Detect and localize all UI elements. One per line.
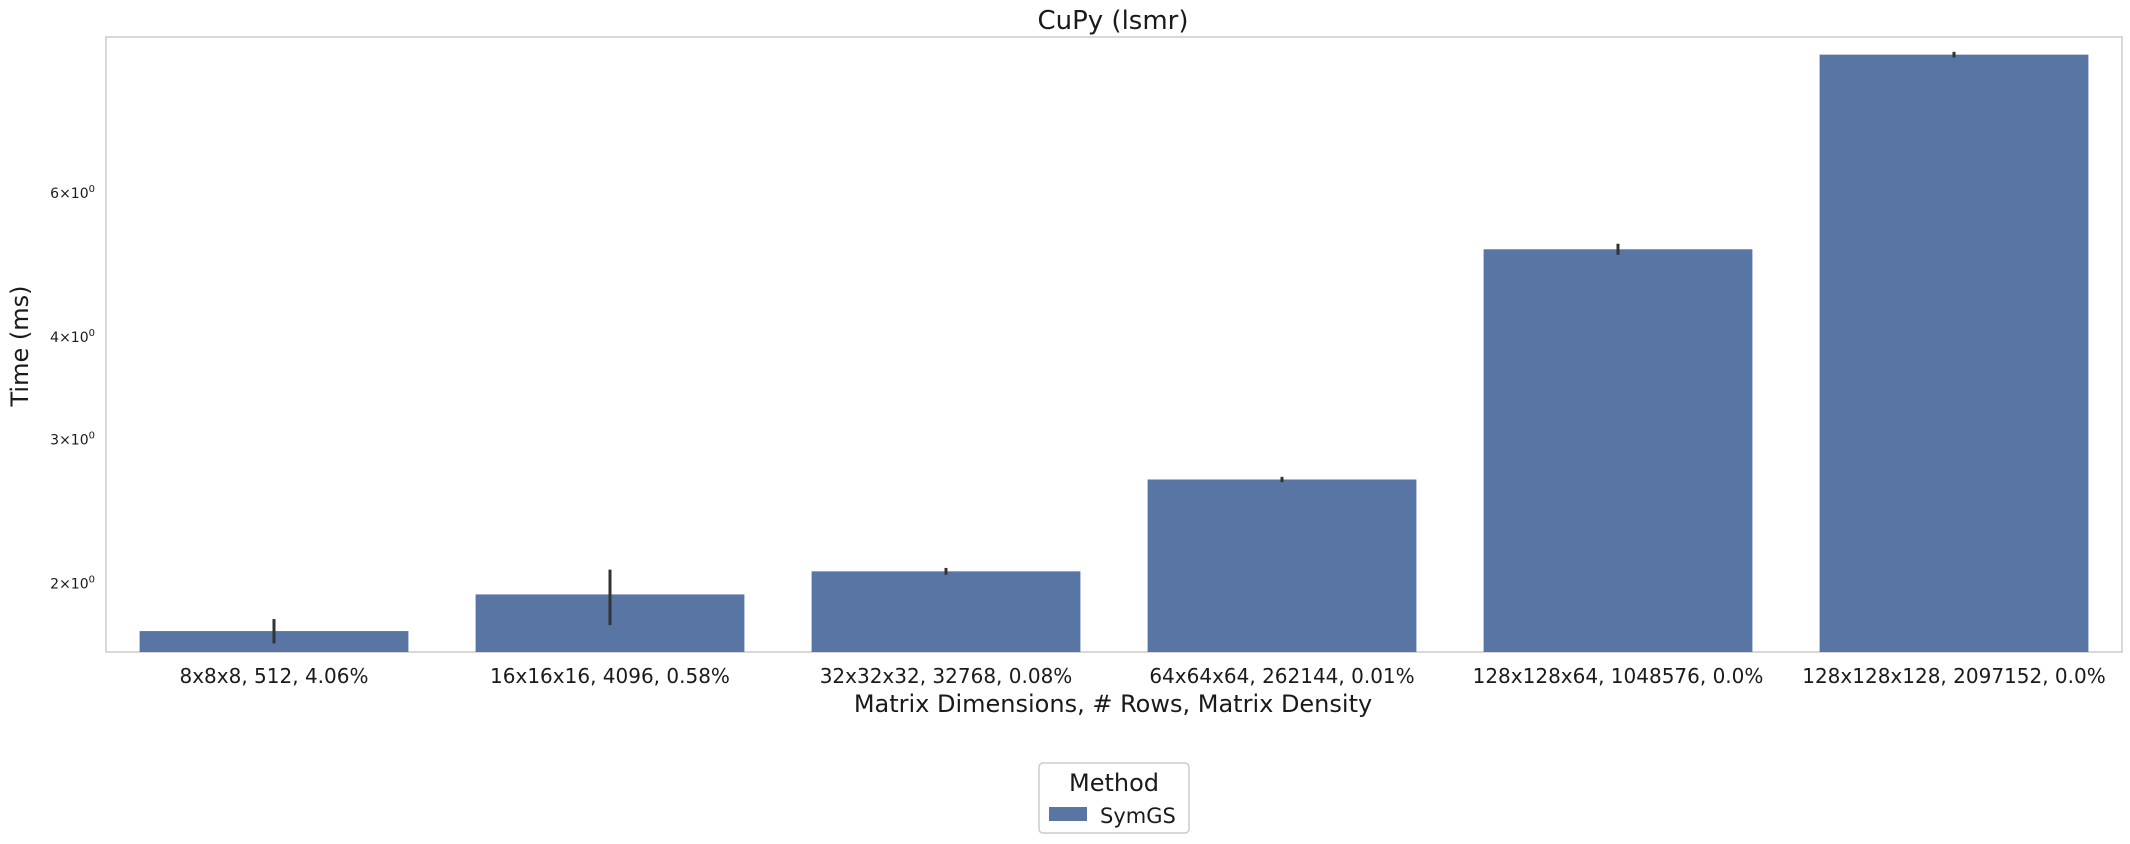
y-tick-label: 3×100 [50,430,95,448]
bar [811,571,1081,652]
bars [139,54,2089,653]
y-tick-label: 6×100 [50,184,95,202]
x-tick-label: 16x16x16, 4096, 0.58% [490,664,730,688]
y-tick-label: 2×100 [50,575,95,593]
error-bars [272,51,1956,644]
x-tick-label: 128x128x64, 1048576, 0.0% [1473,664,1764,688]
bar [1147,479,1417,652]
chart-title: CuPy (lsmr) [1037,6,1188,36]
legend: Method SymGS [1038,762,1190,834]
legend-swatch [1049,807,1087,821]
legend-label: SymGS [1100,804,1176,828]
bar [1483,249,1753,652]
x-tick-label: 32x32x32, 32768, 0.08% [820,664,1073,688]
x-tick-label: 8x8x8, 512, 4.06% [180,664,369,688]
y-axis-ticks: 2×100 3×100 4×100 6×100 [50,184,95,593]
y-tick-label: 4×100 [50,328,95,346]
x-tick-label: 64x64x64, 262144, 0.01% [1149,664,1414,688]
y-axis-label: Time (ms) [6,286,34,408]
legend-title: Method [1069,769,1159,797]
bar [1819,54,2089,653]
x-tick-label: 128x128x128, 2097152, 0.0% [1802,664,2106,688]
plot-area-frame [105,36,2123,653]
x-axis-label: Matrix Dimensions, # Rows, Matrix Densit… [854,690,1372,718]
x-axis-ticks: 8x8x8, 512, 4.06% 16x16x16, 4096, 0.58% 32… [180,664,2106,688]
